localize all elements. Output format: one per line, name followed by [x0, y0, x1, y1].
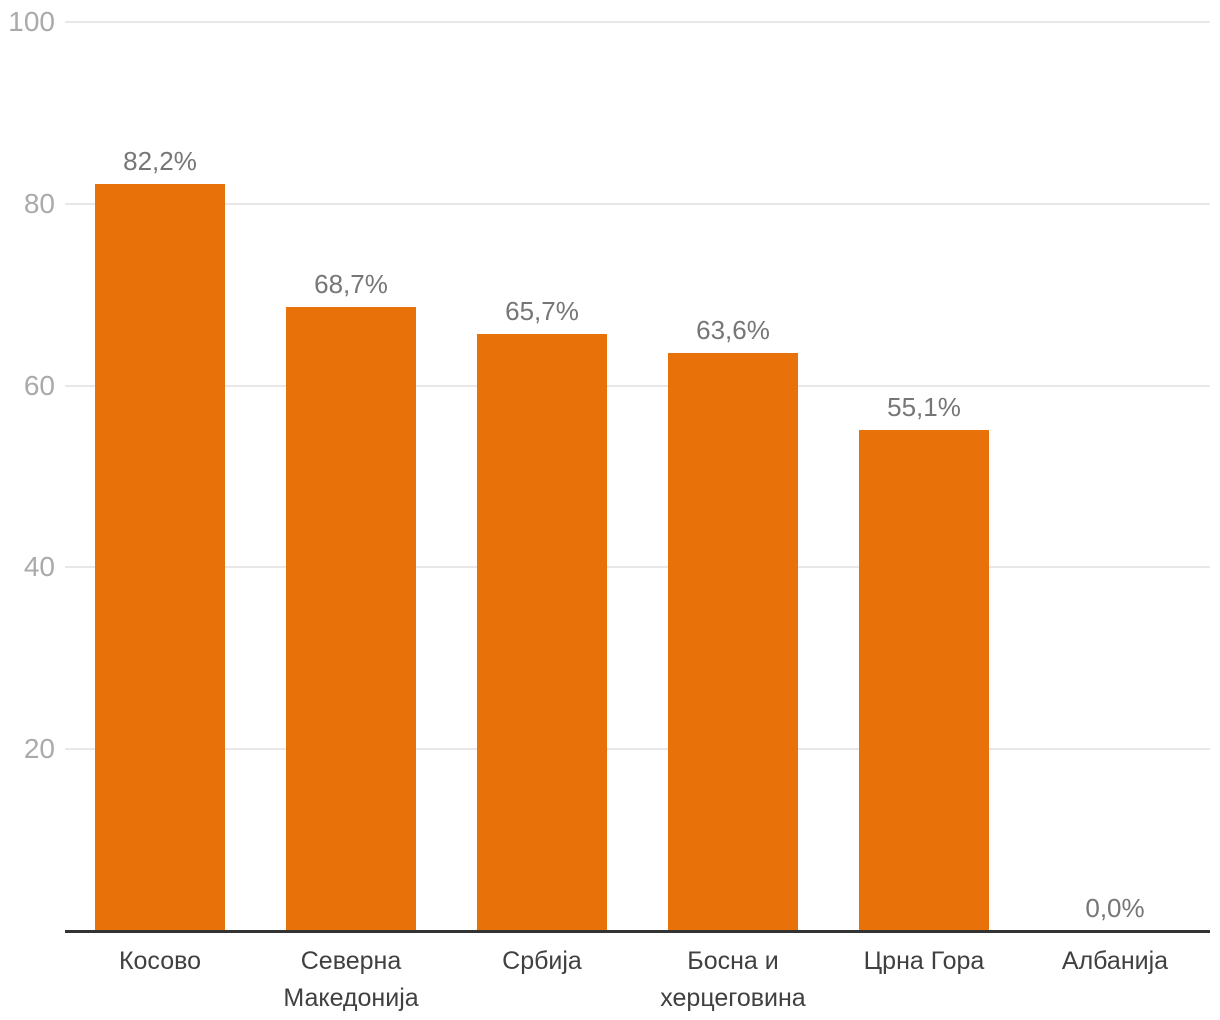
x-axis-category-label: Босна и херцеговина — [660, 947, 806, 1012]
y-axis-tick-label: 100 — [8, 6, 55, 37]
gridline — [65, 748, 1210, 751]
x-axis-category-label: Косово — [118, 947, 202, 975]
y-axis-tick-label: 80 — [23, 187, 55, 219]
gridline — [65, 566, 1210, 569]
gridline — [65, 21, 1210, 23]
bar-value-label: 55,1% — [887, 392, 961, 422]
bar — [668, 353, 798, 931]
bar — [95, 184, 225, 931]
y-axis-tick-label: 40 — [23, 551, 55, 583]
bar — [859, 430, 989, 931]
x-axis-category-label: Албанија — [1061, 947, 1169, 975]
x-axis-line — [65, 930, 1210, 933]
gridline — [65, 384, 1210, 387]
gridline — [65, 202, 1210, 205]
bar-value-label: 82,2% — [123, 146, 197, 176]
bar-value-label: 0,0% — [1085, 893, 1145, 923]
x-axis-category-label: Србија — [502, 947, 582, 975]
x-axis-category-label: Црна Гора — [863, 947, 985, 975]
y-axis-tick-label: 60 — [23, 369, 55, 401]
bar — [286, 307, 416, 931]
bar — [477, 334, 607, 931]
bar-value-label: 63,6% — [696, 315, 770, 345]
y-axis-tick-label: 20 — [23, 733, 55, 765]
bar-value-label: 65,7% — [505, 296, 579, 326]
bar-value-label: 68,7% — [314, 269, 388, 299]
x-axis-category-label: Северна Македонија — [283, 947, 419, 1012]
